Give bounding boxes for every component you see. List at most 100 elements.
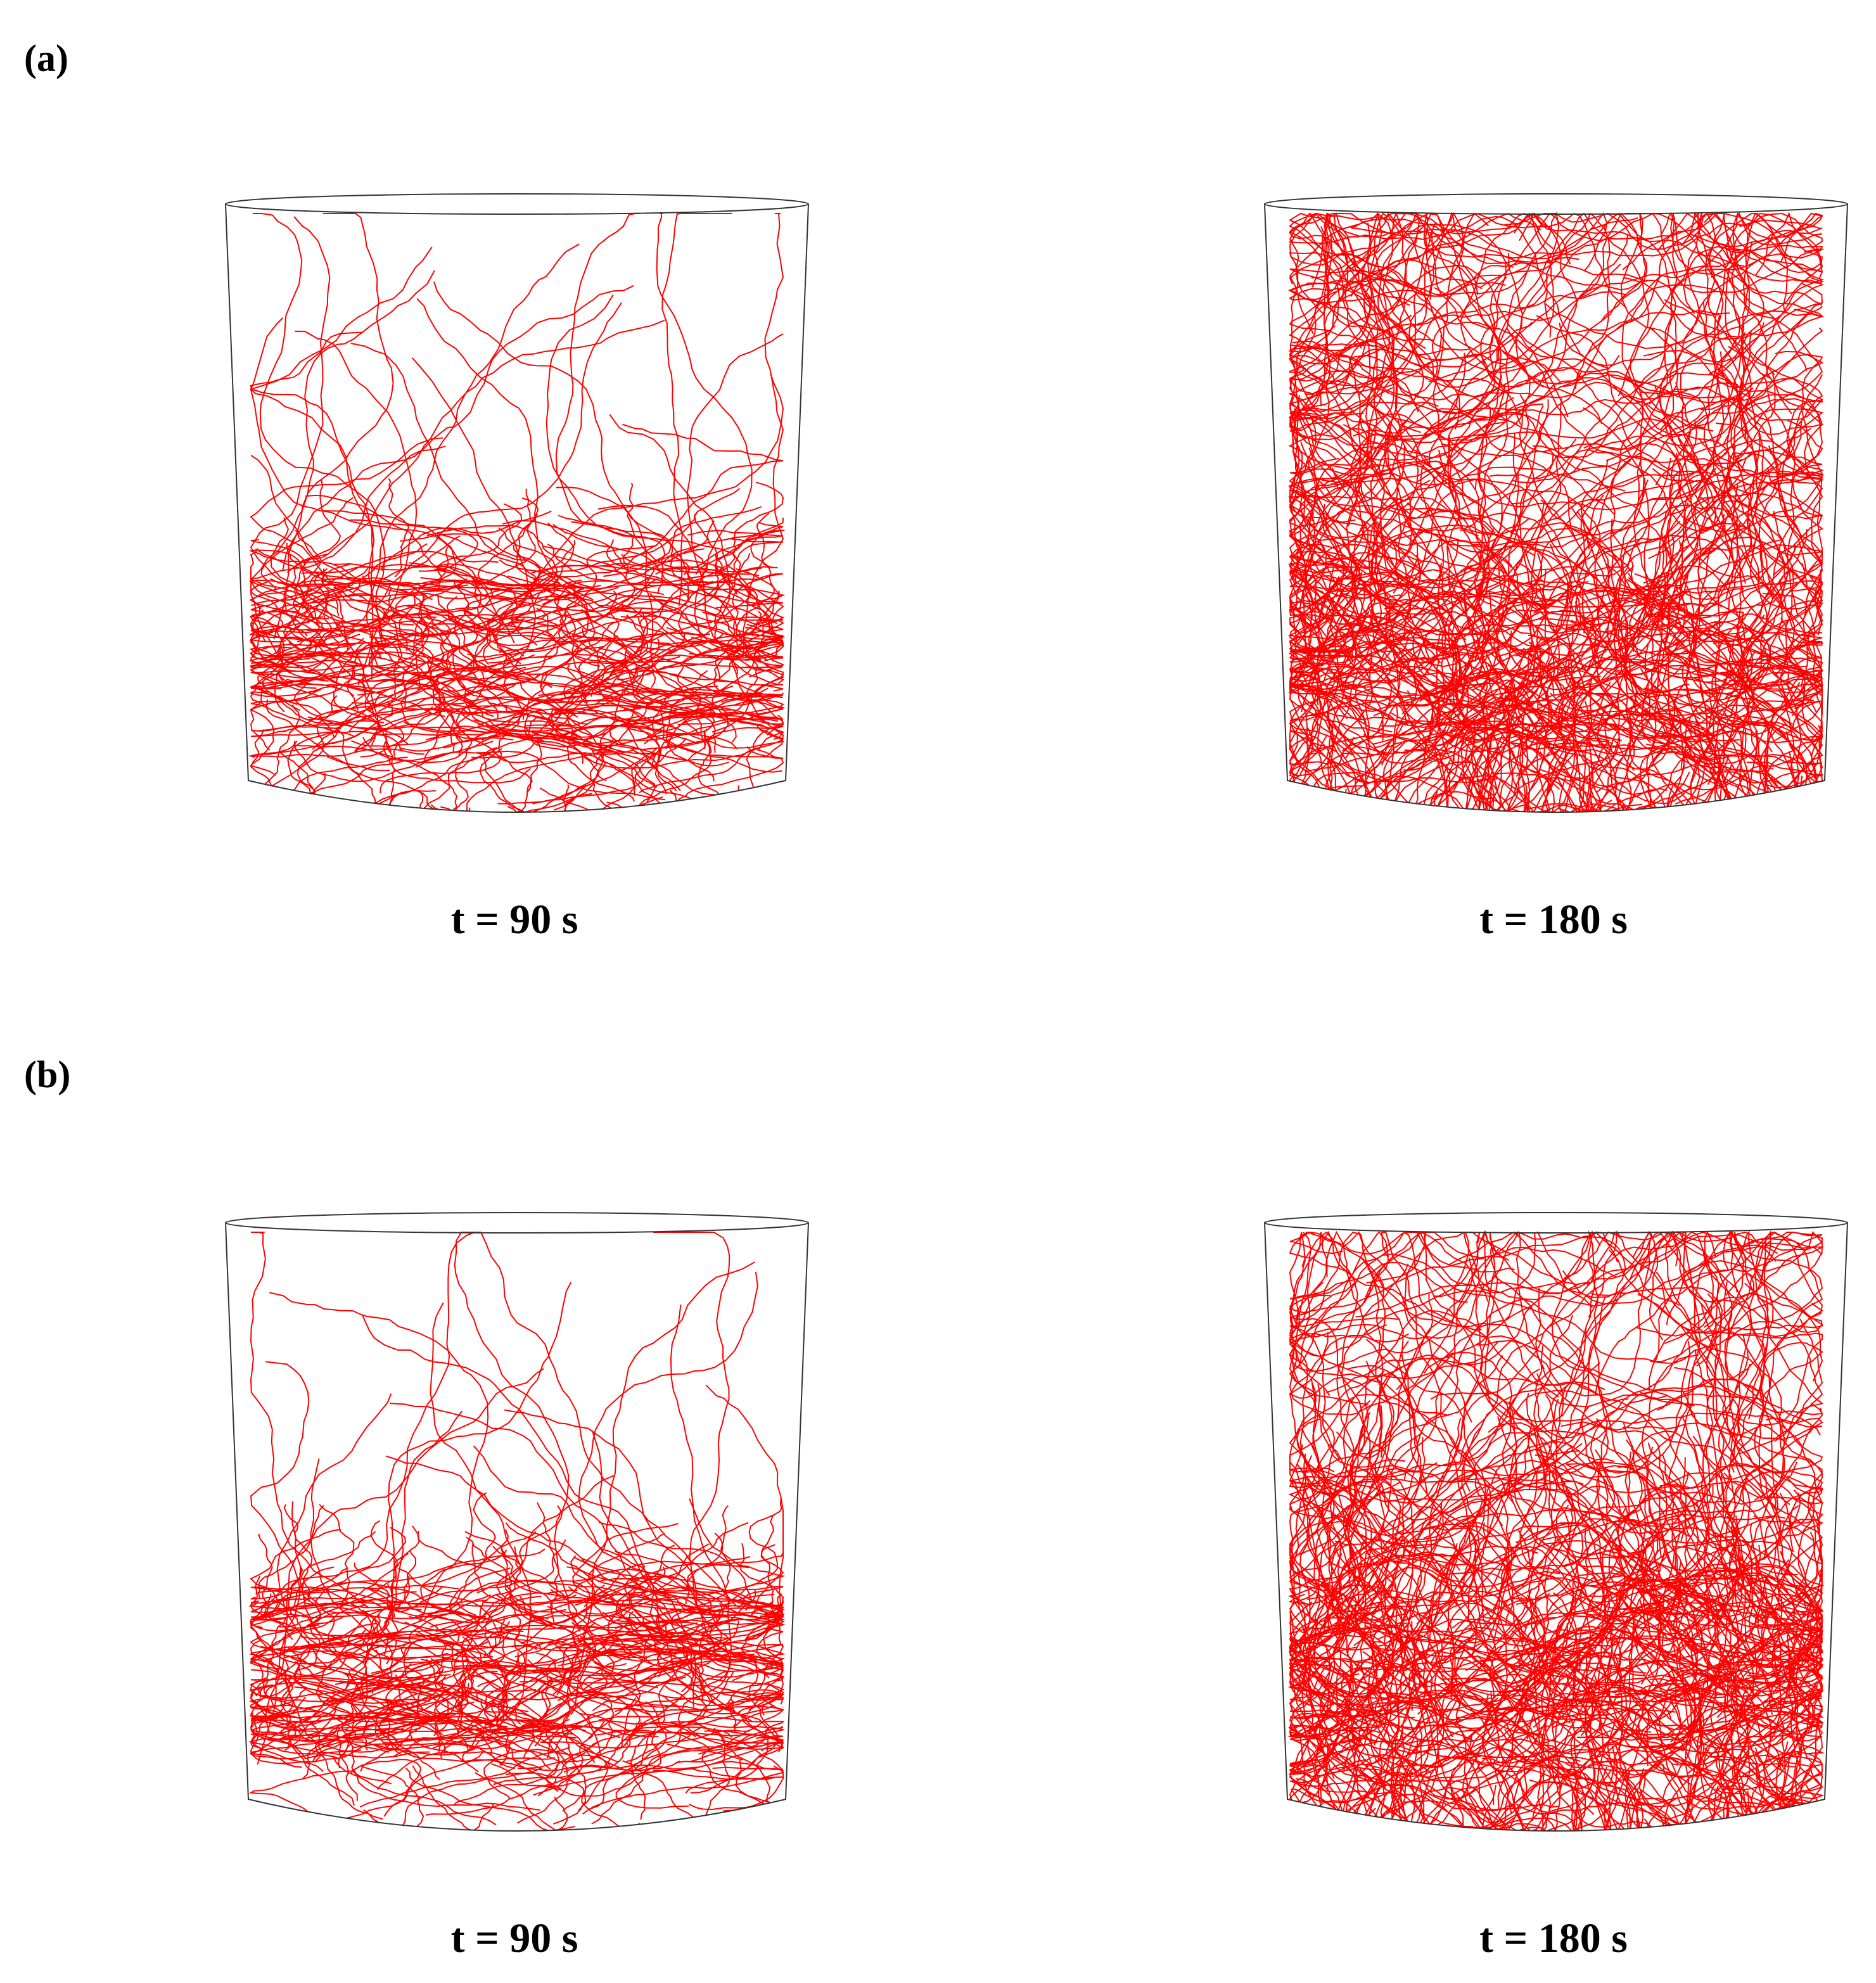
trajectory — [1289, 423, 1508, 669]
trajectory — [1288, 1462, 1458, 1682]
trajectory — [1586, 1664, 1803, 1742]
trajectory — [1604, 299, 1823, 421]
trajectory — [1289, 258, 1437, 592]
trajectory — [1519, 1363, 1751, 1673]
trajectory — [1393, 711, 1618, 754]
trajectory — [1374, 212, 1627, 398]
trajectory — [371, 724, 581, 737]
trajectory — [250, 317, 515, 644]
trajectory — [1346, 1481, 1400, 1683]
trajectory — [566, 664, 735, 711]
trajectory — [1637, 1678, 1706, 1831]
trajectory — [1608, 1565, 1823, 1607]
trajectory — [403, 1576, 503, 1670]
trajectory — [698, 1688, 784, 1755]
cylinder-side — [1264, 1222, 1848, 1832]
trajectory — [1289, 1230, 1515, 1459]
trajectory — [1446, 575, 1566, 750]
trajectory — [1447, 375, 1503, 574]
trajectory — [1403, 1286, 1713, 1480]
trajectory — [598, 555, 691, 613]
trajectory — [1581, 1231, 1733, 1468]
trajectory — [1288, 1622, 1407, 1663]
trajectory — [1584, 1529, 1732, 1679]
trajectory — [1292, 408, 1493, 743]
trajectory — [405, 1666, 464, 1763]
trajectory — [482, 1601, 706, 1615]
trajectory — [436, 503, 523, 591]
trajectory — [1652, 212, 1823, 483]
trajectory — [1288, 355, 1578, 542]
trajectory — [250, 729, 317, 812]
trajectory — [518, 1697, 641, 1769]
trajectory — [1466, 1687, 1823, 1738]
trajectory — [622, 688, 785, 751]
trajectory — [1289, 397, 1312, 628]
trajectory — [1526, 599, 1686, 755]
trajectory — [1375, 598, 1601, 681]
trajectory — [462, 1674, 508, 1773]
trajectory — [286, 319, 665, 573]
trajectory — [1387, 1370, 1510, 1593]
trajectory — [1553, 1521, 1823, 1676]
trajectory — [581, 608, 645, 705]
trajectory — [1289, 1691, 1433, 1775]
trajectory — [1426, 722, 1591, 812]
trajectory — [1535, 1345, 1767, 1560]
trajectory — [1301, 1231, 1365, 1591]
trajectory — [503, 665, 623, 720]
trajectory — [388, 587, 423, 690]
trajectory — [683, 530, 784, 576]
trajectory — [1583, 212, 1789, 449]
trajectory — [656, 213, 753, 639]
trajectory — [1400, 719, 1618, 790]
trajectory — [1598, 1507, 1626, 1732]
trajectory — [1443, 1602, 1548, 1789]
trajectory — [1305, 540, 1459, 691]
trajectory — [1289, 1612, 1393, 1706]
trajectory — [1334, 1540, 1522, 1680]
trajectory — [536, 1502, 559, 1610]
trajectory — [1679, 241, 1823, 546]
trajectory — [333, 1600, 507, 1648]
panel-label: (a) — [24, 37, 68, 79]
trajectory — [1648, 1231, 1823, 1391]
trajectory — [1571, 1709, 1632, 1831]
trajectory — [1510, 1652, 1823, 1744]
trajectory — [1360, 1604, 1505, 1704]
trajectory — [1626, 1231, 1771, 1555]
trajectory — [1289, 1611, 1449, 1768]
trajectory — [653, 1767, 784, 1780]
trajectory — [248, 706, 433, 758]
trajectory — [1289, 213, 1545, 388]
trajectory — [1289, 594, 1401, 720]
trajectory — [1621, 544, 1823, 590]
trajectory — [1374, 212, 1608, 306]
trajectory — [581, 628, 674, 727]
trajectory — [437, 533, 594, 611]
trajectory — [250, 1697, 324, 1773]
trajectory — [735, 568, 775, 660]
trajectory — [557, 694, 760, 738]
trajectory — [250, 1712, 392, 1723]
trajectory — [1666, 1542, 1799, 1831]
trajectory — [1423, 1462, 1797, 1540]
trajectory — [702, 611, 784, 675]
trajectory — [615, 1732, 689, 1809]
trajectory — [1289, 1505, 1569, 1705]
trajectory — [476, 1652, 571, 1748]
trajectory — [1369, 1624, 1505, 1759]
trajectory — [660, 699, 782, 773]
trajectory — [1678, 331, 1823, 520]
trajectory — [1289, 454, 1554, 587]
trajectory — [1449, 1735, 1583, 1831]
trajectory — [1288, 639, 1518, 695]
trajectory — [430, 1586, 612, 1628]
trajectory — [1558, 692, 1701, 812]
trajectory — [1365, 1624, 1558, 1754]
trajectory — [1343, 1231, 1420, 1602]
trajectory — [250, 454, 588, 725]
trajectory — [635, 637, 779, 706]
trajectory — [1490, 1719, 1586, 1831]
trajectory — [1289, 1626, 1421, 1831]
